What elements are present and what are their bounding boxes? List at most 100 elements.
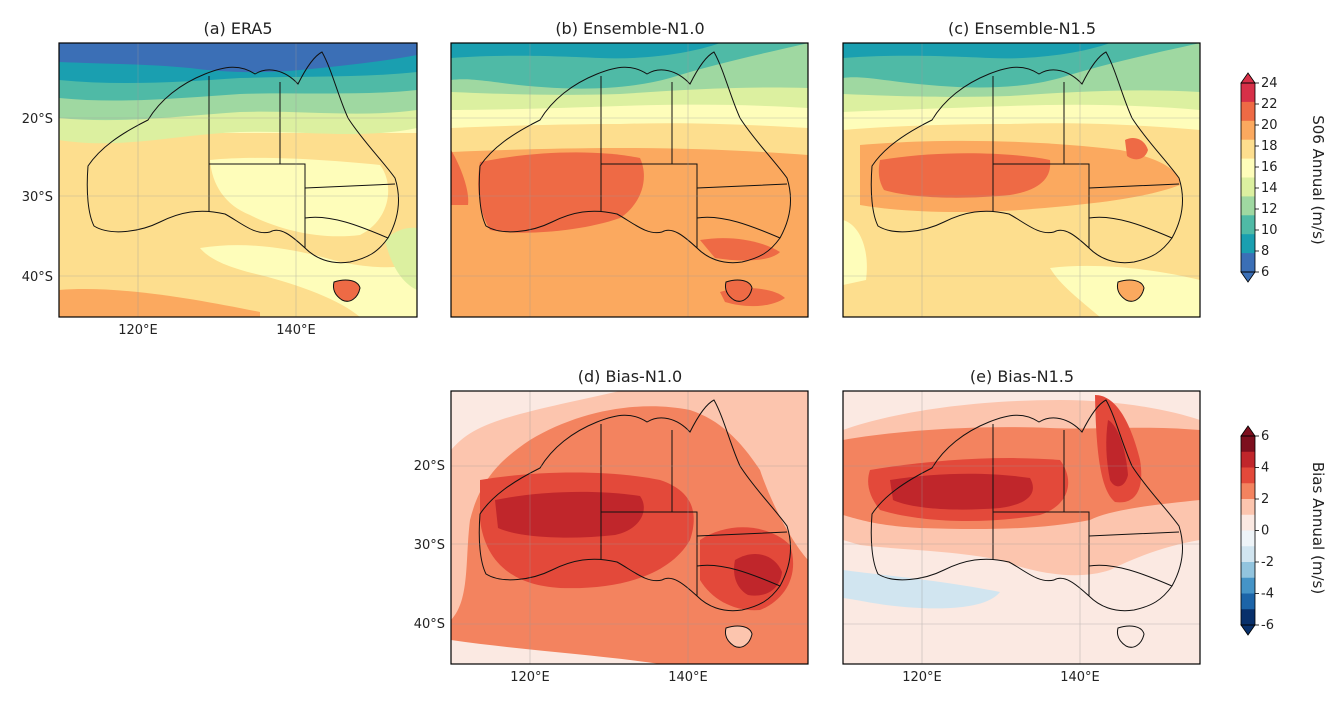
colorbar-segment [1241,483,1255,500]
colorbar-segment [1241,177,1255,197]
panel-d-field [451,391,808,664]
contour-band-8 [451,43,720,59]
colorbar-tick-label: 8 [1261,244,1269,259]
panel-b-title: (b) Ensemble-N1.0 [555,19,704,38]
x-tick-120e: 120°E [118,323,158,338]
panel-d: (d) Bias-N1.0 20°S 30°S 40°S 120°E 140°E [414,367,809,685]
colorbar-segment [1241,530,1255,547]
state-boundaries [208,76,396,248]
x-tick-120e: 120°E [902,670,942,685]
colorbar-extend-max [1240,425,1256,437]
colorbar-tick-label: -6 [1261,618,1274,633]
contour-band-20 [878,153,1051,198]
contour-band-20-edge [451,150,469,205]
panel-e-map [843,391,1200,664]
tasmania [1117,625,1145,648]
tasmania [333,279,361,302]
colorbar-segment [1241,562,1255,579]
colorbar-frame [1240,82,1256,273]
gridlines [843,391,1200,664]
panel-a-field [59,43,417,317]
y-tick-30s: 30°S [22,190,53,205]
gridlines [451,43,808,317]
colorbar-segment [1241,451,1255,468]
panel-c: (c) Ensemble-N1.5 [842,19,1201,318]
contour-band-8 [843,43,1110,59]
tasmania [725,279,753,302]
colorbar-segment [1241,577,1255,594]
colorbar-segment [1241,467,1255,484]
panel-b-field [451,43,808,317]
contour-band-4 [495,491,644,538]
colorbar-s06-label: S06 Annual (m/s) [1309,115,1327,244]
colorbar-tick-label: 20 [1261,118,1278,133]
colorbar-segment [1241,593,1255,610]
colorbar-tick-label: 16 [1261,160,1278,175]
colorbar-extend-max [1240,72,1256,84]
contour-band-20-east [1125,138,1148,160]
contour-band-neg1 [843,570,1000,609]
colorbar-segment [1241,101,1255,122]
y-tick-30s: 30°S [414,538,445,553]
panel-d-title: (d) Bias-N1.0 [578,367,682,386]
x-tick-120e: 120°E [510,670,550,685]
gridlines [59,43,417,317]
panel-a-frame [58,42,418,318]
contour-band-south-orange [59,289,260,317]
australia-coastline [86,51,400,264]
colorbar-tick-label: 12 [1261,202,1278,217]
contour-band-interior-yellow [210,157,389,237]
australia-coastline [870,51,1184,264]
state-boundaries [600,424,788,596]
panel-c-title: (c) Ensemble-N1.5 [948,19,1096,38]
state-boundaries [600,76,788,248]
colorbar-s06: S06 Annual (m/s) 6 8 10 12 14 16 18 20 22 24 [1240,72,1327,283]
colorbar-tick-label: 14 [1261,181,1278,196]
contour-band-20-west [478,152,644,233]
y-tick-40s: 40°S [22,270,53,285]
colorbar-segment [1241,139,1255,159]
contour-band-4-se [734,553,782,596]
colorbar-segment [1241,196,1255,216]
colorbar-segment [1241,83,1255,103]
colorbar-segment [1241,609,1255,626]
colorbar-segment [1241,253,1255,273]
tasmania [725,625,753,648]
x-tick-140e: 140°E [668,670,708,685]
y-tick-20s: 20°S [22,112,53,127]
contour-band-east-green [385,227,417,290]
colorbar-tick-label: 18 [1261,139,1278,154]
panel-e-frame [842,390,1201,665]
colorbar-tick-label: 6 [1261,265,1269,280]
panel-d-map [451,391,808,664]
colorbar-tick-label: 0 [1261,524,1269,539]
colorbar-segment [1241,436,1255,453]
contour-band-4-north [1106,420,1128,487]
contour-band-20-se [700,238,780,261]
contour-band-4 [890,473,1033,510]
panel-a-title: (a) ERA5 [203,19,272,38]
panel-b-map [451,43,808,317]
colorbar-tick-label: 22 [1261,97,1278,112]
colorbar-segment [1241,546,1255,563]
colorbar-tick-label: 24 [1261,76,1278,91]
panel-a: (a) ERA5 20°S 30°S 40°S 120°E 140°E [22,19,418,338]
colorbar-extend-min [1240,624,1256,636]
gridlines [451,391,808,664]
colorbar-tick-label: 10 [1261,223,1278,238]
y-tick-40s: 40°S [414,617,445,632]
panel-e: (e) Bias-N1.5 120°E 140°E [842,367,1201,685]
colorbar-extend-min [1240,271,1256,283]
state-boundaries [992,76,1180,248]
colorbar-tick-label: -2 [1261,555,1274,570]
panel-e-field [843,391,1200,664]
x-tick-140e: 140°E [1060,670,1100,685]
contour-band-0-south [451,640,660,664]
colorbar-segment [1241,499,1255,516]
colorbar-segment [1241,215,1255,235]
panel-a-map [59,43,417,317]
panel-c-frame [842,42,1201,318]
gridlines [843,43,1200,317]
contour-band-0 [451,391,620,450]
